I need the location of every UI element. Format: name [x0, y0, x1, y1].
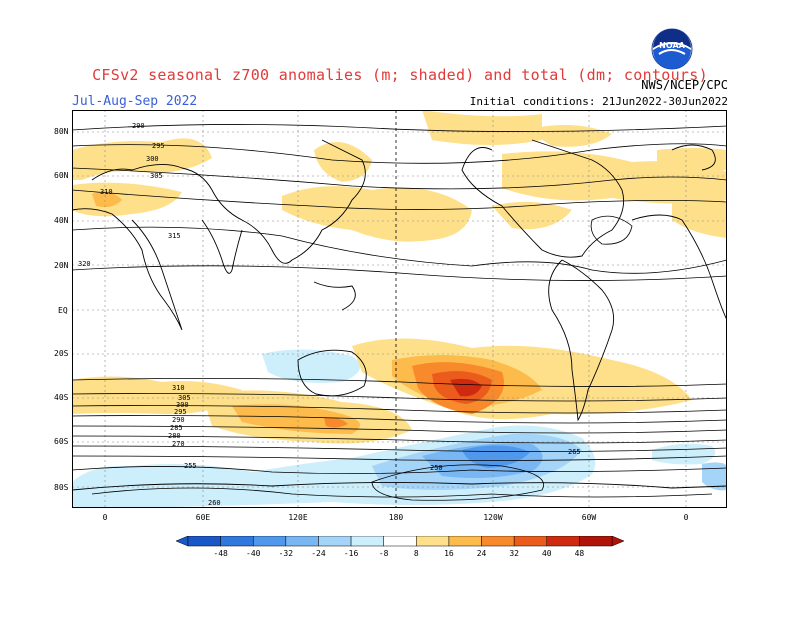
contour-label: 310	[100, 188, 113, 196]
colorbar-segment	[220, 536, 254, 547]
colorbar-segment	[318, 536, 352, 547]
colorbar-tick-label: 40	[542, 549, 552, 558]
colorbar-segment	[383, 536, 417, 547]
colorbar-tick-label: -16	[344, 549, 359, 558]
logo-text: NOAA	[659, 41, 685, 50]
contour-label: 305	[150, 172, 163, 180]
agency-label: NWS/NCEP/CPC	[641, 78, 728, 92]
map-frame	[72, 110, 727, 508]
contour-label: 255	[184, 462, 197, 470]
lat-label: 20N	[54, 261, 69, 270]
lon-label: 0	[683, 513, 689, 522]
lat-label: EQ	[58, 306, 68, 315]
lat-label: 60N	[54, 171, 69, 180]
contour-label: 305	[178, 394, 191, 402]
colorbar-segment	[448, 536, 482, 547]
colorbar-tick-label: 24	[477, 549, 487, 558]
lon-label: 60E	[195, 513, 211, 522]
lon-label: 120W	[483, 513, 503, 522]
contour-label: 300	[176, 401, 189, 409]
contour-label: 320	[78, 260, 91, 268]
lon-label: 0	[102, 513, 108, 522]
negative-anomaly-shading	[72, 349, 727, 508]
colorbar-tick-label: 8	[414, 549, 419, 558]
lat-label: 20S	[54, 349, 69, 358]
colorbar-segment	[579, 536, 613, 547]
map-title: CFSv2 seasonal z700 anomalies (m; shaded…	[92, 66, 708, 84]
contour-label: 295	[152, 142, 165, 150]
initial-conditions-label: Initial conditions: 21Jun2022-30Jun2022	[469, 95, 728, 108]
lon-label: 60W	[581, 513, 597, 522]
contour-label: 265	[568, 448, 581, 456]
colorbar-tick-label: -48	[213, 549, 228, 558]
contour-label: 295	[174, 408, 187, 416]
colorbar-segment	[252, 536, 287, 547]
contour-label: 280	[168, 432, 181, 440]
lat-label: 60S	[54, 437, 69, 446]
colorbar-segment	[285, 536, 319, 547]
colorbar-segment	[481, 536, 515, 547]
colorbar-tick-label: 16	[444, 549, 454, 558]
colorbar-tick-label: -32	[279, 549, 294, 558]
colorbar: -48 -40 -32 -24 -16 -8 8 16 24 32 40 48	[176, 536, 624, 558]
colorbar-tick-label: -8	[379, 549, 389, 558]
colorbar-segment	[546, 536, 580, 547]
contour-labels: 290 295 300 305 310 315 320 310 305 300 …	[78, 122, 581, 507]
colorbar-left-arrow	[176, 536, 189, 547]
season-label: Jul-Aug-Sep 2022	[72, 94, 198, 109]
colorbar-tick-label: 32	[509, 549, 519, 558]
colorbar-tick-label: -40	[246, 549, 261, 558]
colorbar-segment	[416, 536, 450, 547]
colorbar-tick-label: 48	[575, 549, 585, 558]
contour-label: 285	[170, 424, 183, 432]
contour-label: 315	[168, 232, 181, 240]
lat-label: 80S	[54, 483, 69, 492]
colorbar-segment	[187, 536, 221, 547]
lat-label: 80N	[54, 127, 69, 136]
colorbar-right-arrow	[611, 536, 624, 547]
contour-label: 290	[172, 416, 185, 424]
contour-label: 260	[208, 499, 221, 507]
contour-label: 310	[172, 384, 185, 392]
contour-label: 300	[146, 155, 159, 163]
contour-label: 290	[132, 122, 145, 130]
colorbar-segment	[513, 536, 548, 547]
lon-label: 180	[388, 513, 404, 522]
contour-label: 270	[172, 440, 185, 448]
colorbar-segment	[350, 536, 384, 547]
lon-label: 120E	[288, 513, 308, 522]
coastlines	[72, 139, 727, 491]
lat-label: 40S	[54, 393, 69, 402]
colorbar-tick-label: -24	[311, 549, 326, 558]
contour-label: 250	[430, 464, 443, 472]
noaa-logo: NOAA	[651, 28, 693, 70]
lat-label: 40N	[54, 216, 69, 225]
anomaly-map: 290 295 300 305 310 315 320 310 305 300 …	[72, 110, 727, 508]
height-contours	[72, 124, 727, 501]
